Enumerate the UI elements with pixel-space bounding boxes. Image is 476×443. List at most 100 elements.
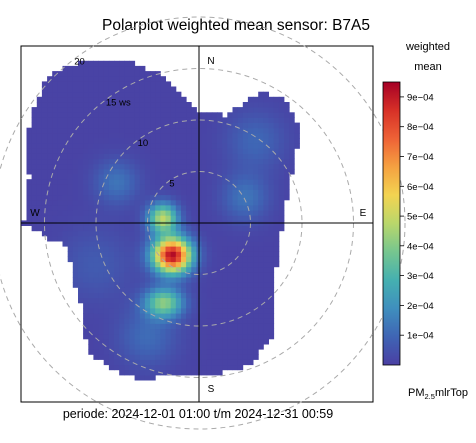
heatmap-cell <box>139 261 146 268</box>
heatmap-cell <box>181 338 187 345</box>
heatmap-cell <box>41 184 48 190</box>
heatmap-cell <box>119 81 125 87</box>
heatmap-cell <box>124 292 130 299</box>
heatmap-cell <box>52 184 58 190</box>
heatmap-cell <box>237 359 244 366</box>
heatmap-cell <box>88 143 94 149</box>
heatmap-cell <box>253 354 259 360</box>
heatmap-cell <box>98 60 105 67</box>
heatmap-cell <box>201 338 208 345</box>
heatmap-cell <box>93 65 99 72</box>
heatmap-cell <box>217 287 223 293</box>
heatmap-cell <box>119 328 125 335</box>
heatmap-cell <box>175 287 182 293</box>
heatmap-cell <box>57 174 63 180</box>
heatmap-cell <box>93 354 99 360</box>
heatmap-cell <box>263 153 269 160</box>
heatmap-cell <box>139 313 146 319</box>
heatmap-cell <box>175 122 182 129</box>
heatmap-cell <box>253 313 259 319</box>
heatmap-cell <box>175 271 182 278</box>
heatmap-cell <box>160 86 166 93</box>
heatmap-cell <box>273 184 280 190</box>
heatmap-cell <box>144 107 151 113</box>
heatmap-cell <box>78 112 84 118</box>
heatmap-cell <box>181 138 187 144</box>
heatmap-cell <box>263 318 269 324</box>
heatmap-cell <box>253 189 259 196</box>
heatmap-cell <box>114 333 120 340</box>
heatmap-cell <box>284 117 290 123</box>
heatmap-cell <box>83 189 89 196</box>
chart-title: Polarplot weighted mean sensor: B7A5 <box>102 17 370 34</box>
heatmap-cell <box>160 138 166 144</box>
heatmap-cell <box>217 205 223 211</box>
plot-frame <box>20 45 374 403</box>
heatmap-cell <box>242 256 249 263</box>
heatmap-cell <box>222 256 228 263</box>
heatmap-cell <box>155 127 161 134</box>
heatmap-cell <box>242 359 249 366</box>
heatmap-cell <box>268 148 275 154</box>
heatmap-cell <box>237 318 244 324</box>
heatmap-cell <box>144 91 151 98</box>
heatmap-cell <box>139 308 146 314</box>
heatmap-cell <box>139 251 146 257</box>
heatmap-cell <box>144 189 151 196</box>
heatmap-cell <box>119 138 125 144</box>
heatmap-cell <box>201 277 208 283</box>
heatmap-cell <box>93 153 99 160</box>
heatmap-cell <box>57 81 63 87</box>
heatmap-cell <box>289 143 295 149</box>
heatmap-cell <box>253 297 259 304</box>
heatmap-cell <box>247 205 254 211</box>
heatmap-cell <box>186 153 192 160</box>
heatmap-cell <box>263 282 269 288</box>
heatmap-cell <box>134 225 141 232</box>
heatmap-cell <box>124 271 130 278</box>
heatmap-cell <box>144 261 151 268</box>
heatmap-cell <box>144 246 151 252</box>
heatmap-cell <box>268 230 275 237</box>
heatmap-cell <box>88 205 94 211</box>
heatmap-cell <box>217 225 223 232</box>
heatmap-cell <box>124 153 130 160</box>
heatmap-cell <box>186 287 192 293</box>
heatmap-cell <box>134 112 141 118</box>
heatmap-cell <box>150 122 156 129</box>
heatmap-cell <box>88 127 94 134</box>
heatmap-cell <box>273 158 280 165</box>
heatmap-cell <box>41 153 48 160</box>
heatmap-cell <box>124 364 130 371</box>
heatmap-cell <box>150 76 156 82</box>
heatmap-cell <box>165 199 172 206</box>
heatmap-cell <box>186 344 192 350</box>
heatmap-cell <box>222 210 228 216</box>
heatmap-cell <box>67 76 74 82</box>
heatmap-cell <box>108 282 115 288</box>
heatmap-cell <box>258 282 264 288</box>
heatmap-cell <box>237 297 244 304</box>
heatmap-cell <box>88 194 94 201</box>
heatmap-cell <box>155 194 161 201</box>
heatmap-cell <box>88 266 94 273</box>
heatmap-cell <box>67 256 74 263</box>
heatmap-cell <box>36 158 43 165</box>
heatmap-cell <box>278 96 285 103</box>
heatmap-cell <box>165 261 172 268</box>
heatmap-cell <box>103 71 110 77</box>
heatmap-cell <box>108 81 115 87</box>
colorbar-tick-label: 8e−04 <box>407 122 434 133</box>
heatmap-cell <box>268 266 275 273</box>
heatmap-cell <box>41 132 48 139</box>
heatmap-cell <box>170 297 177 304</box>
heatmap-cell <box>26 189 33 196</box>
heatmap-cell <box>98 215 105 221</box>
direction-label-west: W <box>30 208 40 219</box>
heatmap-cell <box>170 96 177 103</box>
heatmap-cell <box>211 153 218 160</box>
heatmap-cell <box>88 122 94 129</box>
heatmap-cell <box>114 313 120 319</box>
heatmap-cell <box>186 318 192 324</box>
heatmap-cell <box>57 138 63 144</box>
